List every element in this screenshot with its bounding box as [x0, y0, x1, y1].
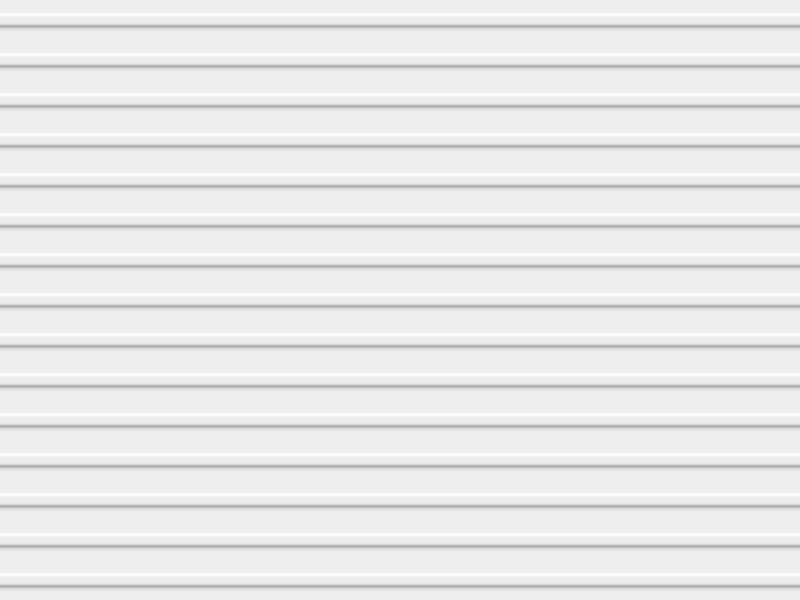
page-body: [0, 0, 800, 600]
slat-texture: [0, 0, 800, 600]
page: {} html, body { margin: 0; padding: 0; w…: [0, 0, 800, 600]
